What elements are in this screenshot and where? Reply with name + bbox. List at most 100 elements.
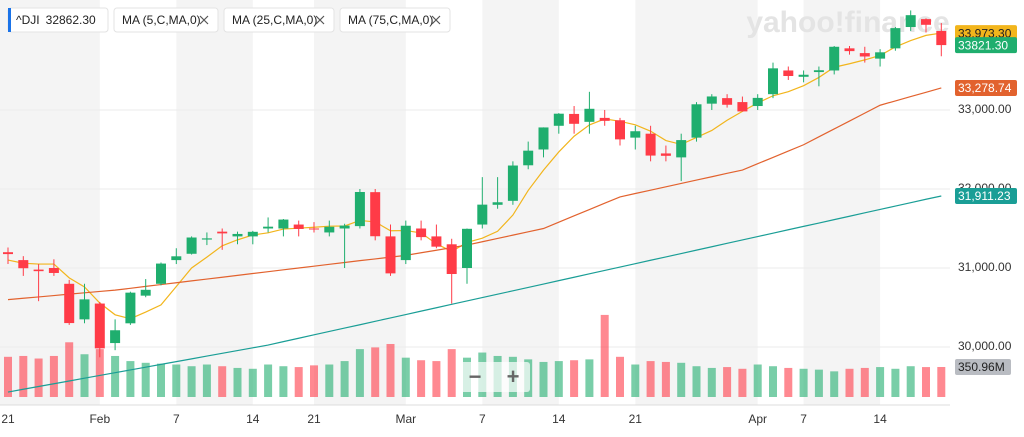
legend-chip[interactable]: MA (25,C,MA,0) — [223, 7, 335, 33]
volume-bar — [49, 355, 58, 397]
x-tick-label: 14 — [246, 412, 260, 426]
candle-body — [752, 97, 763, 107]
x-tick-label: 21 — [629, 412, 643, 426]
candle-body — [64, 283, 75, 324]
candle-body — [477, 204, 488, 225]
candle-body — [94, 303, 105, 349]
ma-line — [7, 87, 942, 301]
volume-bar — [600, 314, 609, 397]
volume-bar — [355, 349, 364, 397]
volume-bar — [19, 355, 28, 397]
volume-bar — [814, 369, 823, 397]
candle-body — [293, 224, 304, 229]
watermark: yahoo!finance — [746, 6, 949, 39]
volume-label: 350.96M — [958, 360, 1005, 374]
x-tick-label: 7 — [479, 412, 486, 426]
candle-body — [217, 231, 228, 234]
volume-bar — [661, 361, 670, 397]
legend-chip-box — [113, 7, 219, 33]
candle-body — [691, 104, 702, 138]
volume-bar — [830, 371, 839, 397]
legend-chip-box — [339, 7, 451, 33]
volume-bar — [738, 368, 747, 397]
volume-bar — [707, 367, 716, 397]
volume-bar — [616, 356, 624, 397]
ma5-label-box — [955, 25, 1017, 42]
volume-bar — [692, 366, 701, 397]
volume-bar — [310, 365, 318, 397]
candle-body — [660, 153, 671, 156]
volume-bar — [891, 368, 900, 397]
candle-body — [446, 244, 457, 275]
volume-bar — [585, 359, 594, 397]
x-tick-label: 7 — [173, 412, 180, 426]
candle-body — [186, 237, 197, 254]
candle-body — [722, 98, 733, 105]
x-tick-label: 14 — [552, 412, 566, 426]
y-tick-label: 31,000.00 — [958, 260, 1012, 274]
legend-close[interactable] — [315, 15, 325, 25]
volume-bar — [111, 355, 120, 397]
volume-bar — [279, 366, 288, 397]
zoom-button[interactable]: + — [507, 364, 520, 389]
volume-bar — [95, 349, 104, 397]
volume-bar — [922, 367, 930, 397]
volume-bar — [325, 364, 334, 397]
y-tick-label: 30,000.00 — [958, 339, 1012, 353]
candle-body — [431, 236, 442, 247]
candle-body — [201, 238, 212, 240]
close-label: 33821.30 — [958, 38, 1008, 52]
candle-body — [309, 228, 319, 230]
candle-body — [354, 191, 365, 227]
zoom-controls[interactable]: − + — [460, 362, 530, 392]
volume-bar — [340, 361, 349, 397]
legend-chip[interactable]: ^DJI 32862.30 — [7, 7, 109, 33]
volume-bar — [417, 360, 426, 397]
y-tick-label: 33,000.00 — [958, 102, 1012, 116]
candle-body — [232, 233, 243, 237]
legend-chip[interactable]: MA (5,C,MA,0) — [113, 7, 219, 33]
legend-text: ^DJI — [16, 13, 40, 27]
ma-line — [7, 195, 942, 393]
volume-bar — [432, 361, 441, 397]
legend-chip[interactable]: MA (75,C,MA,0) — [339, 7, 451, 33]
volume-bar — [187, 366, 196, 397]
legend-close[interactable] — [431, 15, 441, 25]
candle-body — [416, 228, 427, 238]
candle-body — [400, 225, 411, 261]
candle-body — [247, 231, 258, 237]
volume-bar — [784, 367, 793, 397]
candle-body — [813, 70, 824, 73]
candle-body — [859, 53, 870, 57]
stripe — [176, 0, 253, 405]
volume-bar — [126, 361, 135, 397]
candle-body — [630, 131, 641, 138]
candle-body — [492, 202, 503, 205]
candle-body — [584, 108, 595, 122]
candle-body — [599, 117, 610, 121]
candle-body — [140, 289, 151, 296]
volume-bar — [4, 356, 12, 397]
zoom-button[interactable]: − — [469, 364, 482, 389]
candle-body — [936, 30, 947, 46]
candle-body — [890, 28, 901, 49]
volume-label-box — [955, 358, 1011, 375]
legend-chip-box — [223, 7, 335, 33]
volume-bar — [631, 364, 640, 397]
candle-body — [125, 292, 136, 324]
candle-body — [324, 226, 335, 233]
volume-bar — [248, 368, 257, 397]
candle-body — [462, 228, 472, 268]
x-tick-label: 14 — [873, 412, 887, 426]
candle-body — [339, 225, 350, 229]
candle-body — [798, 74, 809, 77]
x-tick-label: Feb — [89, 412, 110, 426]
x-tick-label: Mar — [395, 412, 416, 426]
ma75-label-box — [955, 188, 1017, 205]
volume-bar — [371, 347, 380, 397]
volume-bar — [769, 366, 777, 397]
legend-close[interactable] — [199, 15, 209, 25]
candle-body — [79, 299, 90, 320]
candle-body — [768, 68, 778, 95]
